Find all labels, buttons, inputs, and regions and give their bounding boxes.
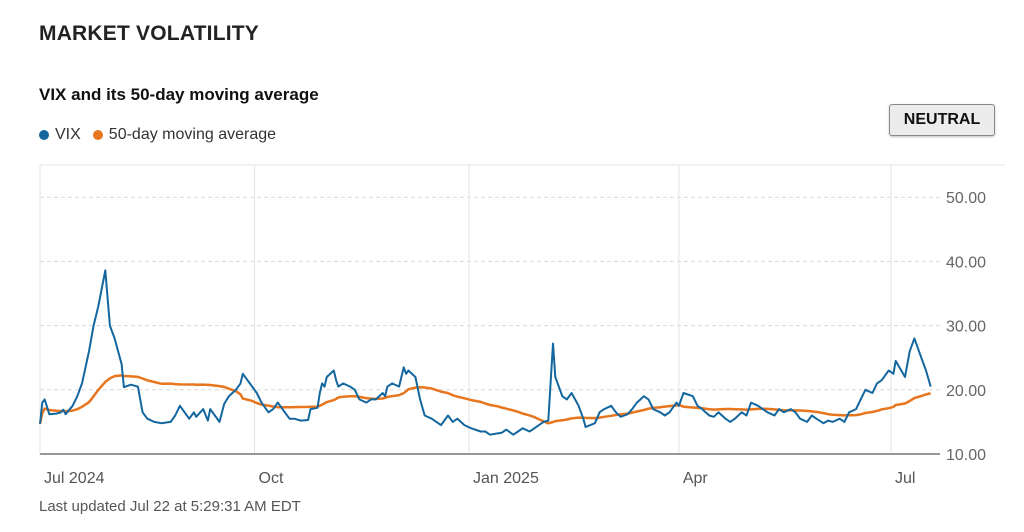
x-tick-label: Jul: [895, 470, 915, 487]
y-tick-label: 10.00: [946, 447, 986, 464]
x-tick-label: Jan 2025: [473, 470, 539, 487]
chart-legend: VIX 50-day moving average: [39, 126, 288, 144]
legend-label-moving-average: 50-day moving average: [108, 126, 277, 143]
y-tick-label: 50.00: [946, 190, 986, 207]
x-tick-label: Jul 2024: [44, 470, 105, 487]
x-tick-label: Oct: [259, 470, 284, 487]
series-line-vix: [39, 269, 932, 436]
x-tick-label: Apr: [683, 470, 709, 487]
legend-swatch-vix: [39, 130, 49, 140]
y-tick-label: 20.00: [946, 383, 986, 400]
chart-title: VIX and its 50-day moving average: [39, 85, 319, 104]
volatility-chart: 10.00 20.00 30.00 40.00 50.00 Jul 2024 Oct Jan …: [38, 164, 1005, 487]
section-title: MARKET VOLATILITY: [39, 22, 259, 45]
legend-item-vix: VIX: [39, 126, 81, 144]
y-tick-label: 40.00: [946, 254, 986, 271]
legend-item-moving-average: 50-day moving average: [92, 126, 277, 144]
last-updated-text: Last updated Jul 22 at 5:29:31 AM EDT: [39, 498, 301, 515]
legend-label-vix: VIX: [55, 126, 81, 143]
legend-swatch-moving-average: [92, 130, 103, 140]
sentiment-badge[interactable]: NEUTRAL: [889, 104, 995, 136]
y-tick-label: 30.00: [946, 319, 986, 336]
